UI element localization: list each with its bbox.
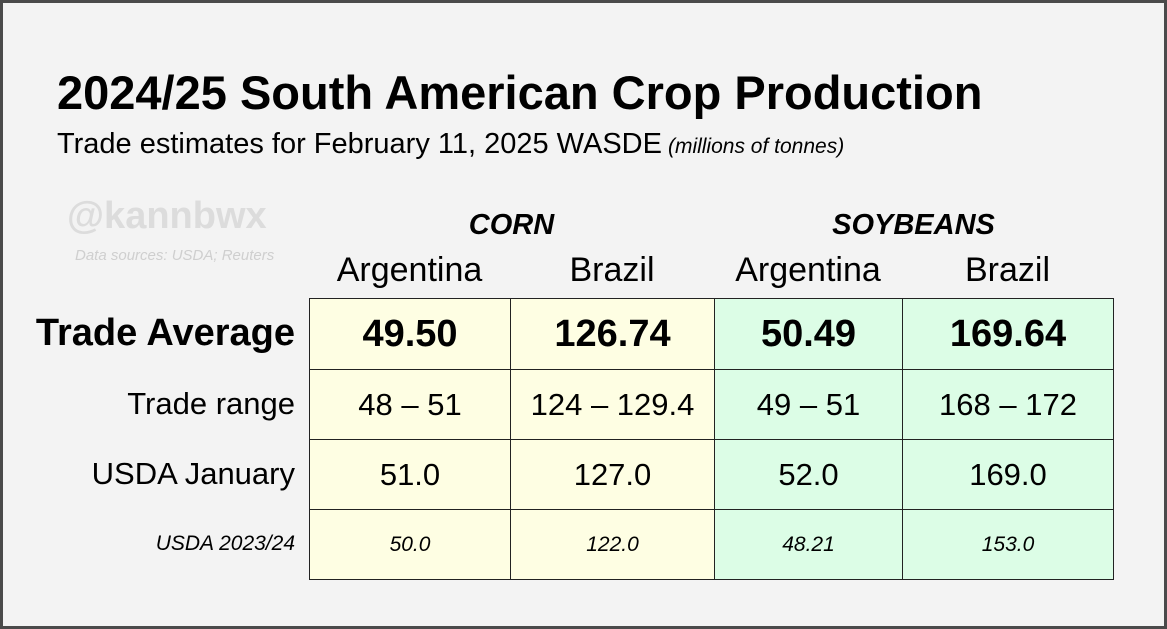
table-cell: 49.50 — [309, 298, 511, 370]
table-cell: 169.0 — [902, 439, 1114, 510]
table-cell: 126.74 — [510, 298, 715, 370]
row-label: Trade Average — [35, 312, 295, 354]
subtitle-line: Trade estimates for February 11, 2025 WA… — [57, 128, 844, 161]
row-label: Trade range — [127, 386, 295, 421]
column-header: Argentina — [336, 251, 483, 289]
watermark-handle: @kannbwx — [67, 195, 267, 237]
table-cell: 50.49 — [714, 298, 903, 370]
column-header: Brazil — [569, 251, 655, 289]
table-cell: 153.0 — [902, 509, 1114, 580]
table-cell: 48 – 51 — [309, 369, 511, 440]
table-cell: 49 – 51 — [714, 369, 903, 440]
row-label: USDA January — [91, 456, 295, 491]
group-header: SOYBEANS — [832, 209, 995, 241]
table-cell: 168 – 172 — [902, 369, 1114, 440]
title: 2024/25 South American Crop Production — [57, 66, 983, 119]
subtitle: Trade estimates for February 11, 2025 WA… — [57, 128, 662, 160]
table-cell: 51.0 — [309, 439, 511, 510]
column-header: Brazil — [964, 251, 1051, 289]
data-sources: Data sources: USDA; Reuters — [75, 247, 275, 264]
column-header: Argentina — [735, 251, 881, 289]
table-cell: 48.21 — [714, 509, 903, 580]
unit-note: (millions of tonnes) — [667, 135, 845, 158]
table-cell: 122.0 — [510, 509, 715, 580]
table-cell: 124 – 129.4 — [510, 369, 715, 440]
table-cell: 127.0 — [510, 439, 715, 510]
table-cell: 169.64 — [902, 298, 1114, 370]
row-label: USDA 2023/24 — [155, 532, 295, 555]
table-cell: 50.0 — [309, 509, 511, 580]
table-cell: 52.0 — [714, 439, 903, 510]
group-header: CORN — [468, 209, 555, 241]
